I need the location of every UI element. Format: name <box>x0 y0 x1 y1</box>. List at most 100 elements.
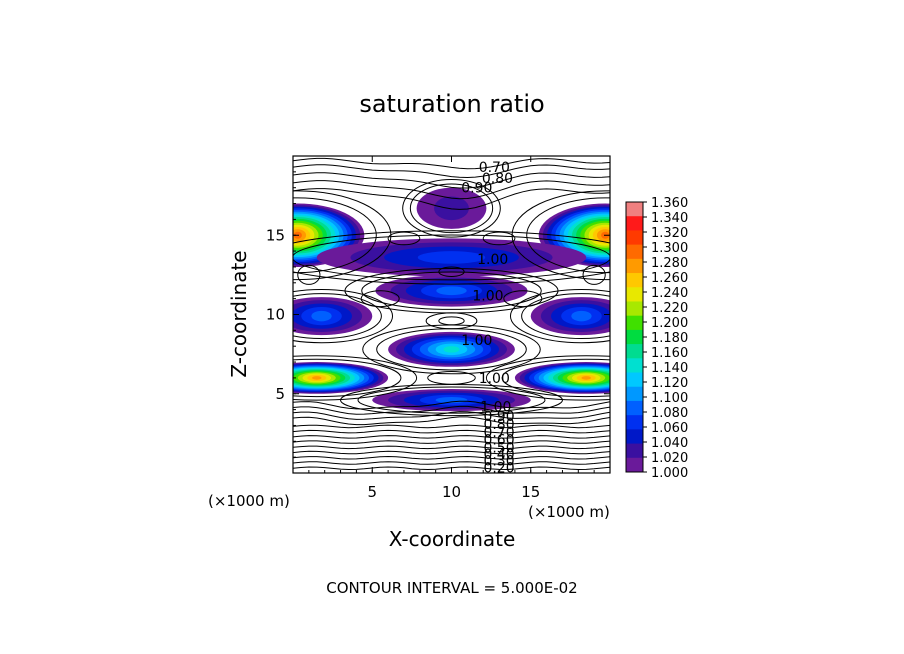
y-unit-label: (×1000 m) <box>208 492 290 510</box>
contour-line <box>360 290 400 308</box>
contour-line <box>293 435 610 439</box>
region-center-band <box>388 331 515 367</box>
contour-line <box>387 231 421 246</box>
colorbar-swatch <box>626 273 643 288</box>
colorbar-swatch <box>626 400 643 416</box>
contour-label: 0.90 <box>461 181 492 197</box>
region-level <box>311 310 332 322</box>
contour-line <box>293 445 610 450</box>
colorbar-label: 1.300 <box>651 241 688 256</box>
region-level <box>417 251 486 264</box>
colorbar-swatch <box>626 415 643 430</box>
region-level <box>443 346 460 353</box>
contour-label: 1.00 <box>461 333 492 349</box>
region-lower-right-lobe <box>514 362 610 394</box>
colorbar-swatch <box>626 216 643 231</box>
contour-line <box>409 183 494 234</box>
contour-line <box>293 230 610 285</box>
contour-line <box>293 450 610 455</box>
colorbar-swatch <box>626 344 643 359</box>
contour-label: 0.60 <box>483 433 514 449</box>
colorbar-label: 1.000 <box>651 466 688 481</box>
region-mid-right-lobe <box>530 297 610 336</box>
contour-line <box>402 178 501 238</box>
x-unit-label: (×1000 m) <box>528 503 610 521</box>
contour-line <box>509 288 610 344</box>
contour-label: 1.00 <box>479 371 510 387</box>
y-axis-label: Z-coordinate <box>227 250 251 377</box>
colorbar-swatch <box>626 443 643 459</box>
region-lower-band <box>372 388 531 412</box>
contour-line <box>293 429 610 434</box>
contour-line <box>293 358 402 398</box>
colorbar-label: 1.240 <box>651 286 688 301</box>
colorbar-swatch <box>626 258 643 274</box>
contour-line <box>293 416 610 426</box>
colorbar-label: 1.080 <box>651 406 688 421</box>
colorbar-label: 1.160 <box>651 346 688 361</box>
contour-line <box>293 164 610 179</box>
colorbar-swatch <box>626 230 643 246</box>
y-tick-label: 10 <box>266 306 285 324</box>
contour-line <box>293 400 610 410</box>
contour-label: 0.30 <box>483 453 514 469</box>
contour-line <box>297 264 321 285</box>
contour-line <box>293 157 610 170</box>
contour-label: 0.70 <box>479 160 510 176</box>
contour-line <box>293 455 610 460</box>
contour-label: 0.90 <box>483 409 514 425</box>
region-mid-left-lobe <box>293 297 373 336</box>
colorbar-label: 1.140 <box>651 361 688 376</box>
colorbar-label: 1.060 <box>651 421 688 436</box>
colorbar: 1.3601.3401.3201.3001.2801.2601.2401.220… <box>625 196 688 481</box>
colorbar-label: 1.020 <box>651 451 688 466</box>
x-axis-label: X-coordinate <box>389 527 516 551</box>
contour-labels: 0.700.800.901.001.001.001.001.000.900.80… <box>461 160 514 476</box>
colorbar-label: 1.180 <box>651 331 688 346</box>
colorbar-swatch <box>626 202 643 217</box>
axis-ticks: 5 10 15 5 10 15 <box>266 156 610 501</box>
contour-line <box>293 172 610 189</box>
contour-line <box>425 312 478 330</box>
colorbar-label: 1.340 <box>651 211 688 226</box>
colorbar-label: 1.200 <box>651 316 688 331</box>
contour-line <box>293 180 610 200</box>
region-upper-band <box>316 238 587 277</box>
colorbar-label: 1.260 <box>651 271 688 286</box>
contour-line <box>293 461 610 465</box>
colorbar-swatch <box>626 457 643 473</box>
contour-line <box>293 440 610 444</box>
contour-line <box>438 316 465 326</box>
contour-line <box>293 355 418 401</box>
contour-line <box>361 271 542 310</box>
contour-line <box>521 293 610 340</box>
colorbar-label: 1.040 <box>651 436 688 451</box>
region-level <box>571 310 592 322</box>
contour-line <box>293 424 610 429</box>
region-level <box>312 376 322 380</box>
y-tick-label: 15 <box>266 226 285 244</box>
contour-line <box>501 358 610 398</box>
region-lower-left-lobe <box>293 362 389 394</box>
colorbar-swatch <box>626 244 643 260</box>
colorbar-swatch <box>626 301 643 317</box>
colorbar-label: 1.360 <box>651 196 688 211</box>
region-level <box>436 286 467 296</box>
colorbar-swatch <box>626 329 643 345</box>
contour-line <box>357 386 546 414</box>
contour-line <box>503 290 543 308</box>
contour-line <box>427 371 476 385</box>
contour-lines <box>293 157 610 471</box>
contour-label: 1.00 <box>472 288 503 304</box>
colorbar-label: 1.320 <box>651 226 688 241</box>
colorbar-label: 1.220 <box>651 301 688 316</box>
contour-label: 0.70 <box>483 425 514 441</box>
region-level <box>434 196 469 221</box>
x-tick-label: 10 <box>442 483 461 501</box>
contour-label: 0.80 <box>482 171 513 187</box>
contour-label: 0.50 <box>483 441 514 457</box>
colorbar-swatch <box>626 315 643 331</box>
contour-line <box>293 188 610 210</box>
colorbar-swatch <box>626 372 643 388</box>
contour-label: 1.00 <box>477 252 508 268</box>
